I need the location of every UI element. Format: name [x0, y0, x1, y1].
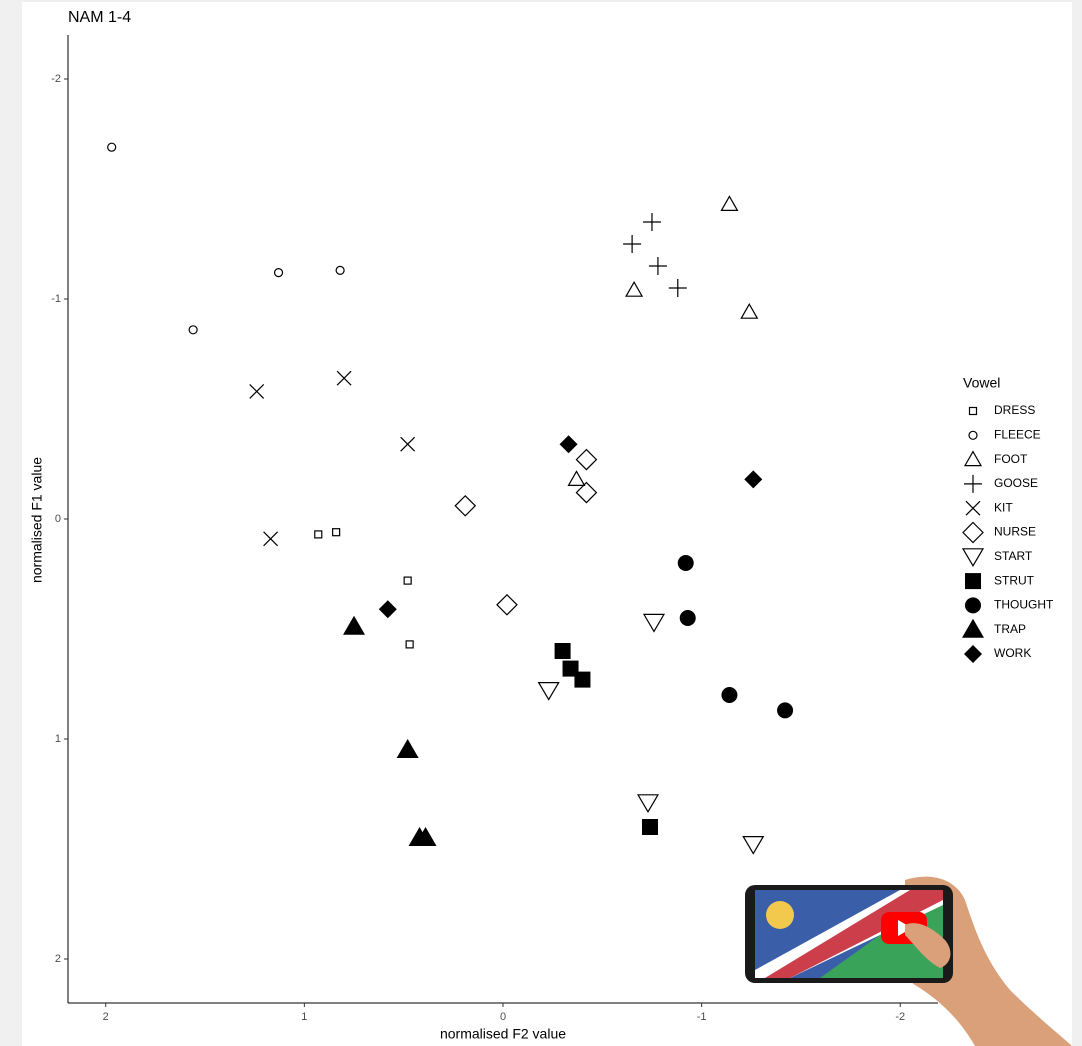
legend-symbol: [965, 573, 981, 589]
legend-symbol: [965, 597, 981, 613]
data-point: [678, 555, 694, 571]
x-tick-label: 2: [103, 1011, 109, 1023]
data-point: [721, 687, 737, 703]
y-tick-label: 0: [55, 513, 61, 525]
legend-label: WORK: [994, 646, 1031, 660]
x-axis-title: normalised F2 value: [440, 1026, 566, 1042]
x-tick-label: 0: [500, 1011, 506, 1023]
legend-label: FOOT: [994, 452, 1028, 466]
legend-label: NURSE: [994, 525, 1036, 539]
legend-label: DRESS: [994, 403, 1035, 417]
y-tick-label: 2: [55, 953, 61, 965]
y-tick-label: -1: [51, 293, 61, 305]
chart-title: NAM 1-4: [68, 9, 131, 26]
legend-label: FLEECE: [994, 427, 1041, 441]
legend-label: GOOSE: [994, 476, 1038, 490]
y-tick-label: -2: [51, 73, 61, 85]
data-point: [574, 672, 590, 688]
chart: NAM 1-4 normalised F2 value normalised F…: [0, 0, 1082, 1046]
legend-title: Vowel: [963, 375, 1000, 391]
legend-label: TRAP: [994, 622, 1026, 636]
legend-label: KIT: [994, 500, 1013, 514]
legend-label: THOUGHT: [994, 598, 1054, 612]
y-axis-title: normalised F1 value: [29, 457, 45, 583]
x-tick-label: 1: [301, 1011, 307, 1023]
x-tick-label: -2: [895, 1011, 905, 1023]
data-point: [777, 702, 793, 718]
legend-label: START: [994, 549, 1033, 563]
flag-sun: [766, 901, 794, 929]
legend-label: STRUT: [994, 573, 1035, 587]
x-tick-label: -1: [697, 1011, 707, 1023]
data-point: [642, 819, 658, 835]
y-tick-label: 1: [55, 733, 61, 745]
data-point: [555, 643, 571, 659]
data-point: [680, 610, 696, 626]
